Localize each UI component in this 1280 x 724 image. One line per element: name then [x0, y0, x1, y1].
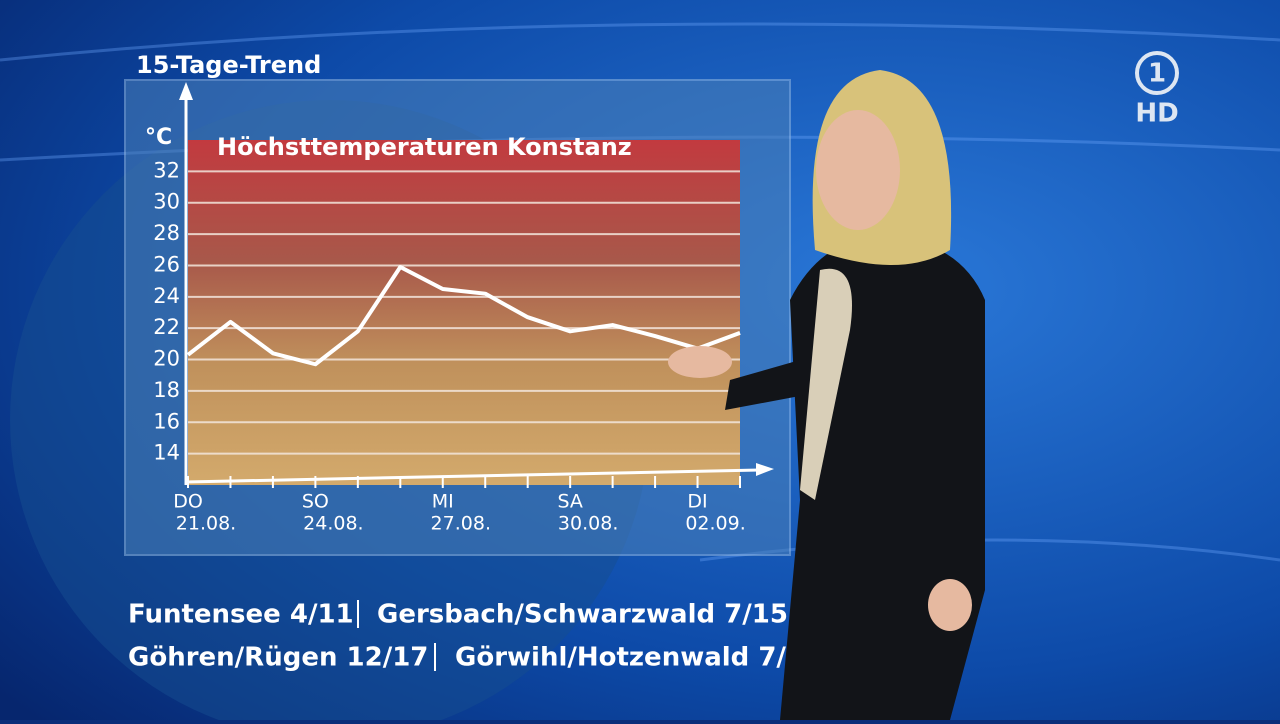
station: Funtensee 4/11: [128, 600, 354, 630]
hand: [668, 346, 732, 378]
y-tick-label: 32: [153, 158, 180, 182]
x-tick-label: 27.08.: [431, 513, 491, 535]
logo-ring: [1135, 51, 1179, 95]
y-tick-label: 24: [153, 284, 180, 308]
y-tick-label: 16: [153, 409, 180, 433]
face: [816, 110, 900, 230]
x-axis: [185, 468, 761, 484]
x-tick-weekday: SO: [302, 491, 329, 513]
y-tick-label: 14: [153, 441, 180, 465]
y-tick-label: 30: [153, 190, 180, 214]
x-tick-label: 30.08.: [558, 513, 618, 535]
y-tick-label: 22: [153, 315, 180, 339]
hand: [928, 579, 972, 631]
separator: [357, 600, 359, 628]
x-tick-weekday: SA: [557, 491, 582, 513]
y-tick-label: 20: [153, 347, 180, 371]
logo-channel: 1: [1148, 59, 1166, 89]
x-tick-label: 02.09.: [685, 513, 745, 535]
blouse: [800, 268, 852, 500]
y-axis-label: °C: [145, 125, 172, 150]
logo: 1 HD: [1135, 51, 1179, 129]
temperature-line: [186, 265, 741, 367]
y-arrow: [179, 82, 193, 100]
x-tick-label: 24.08.: [303, 513, 363, 535]
y-tick-label: 26: [153, 252, 180, 276]
plot-area: [188, 140, 740, 485]
x-tick-weekday: MI: [432, 491, 454, 513]
footer: Funtensee 4/11 Gersbach/Schwarzwald 7/15…: [128, 600, 822, 673]
arm: [725, 360, 805, 410]
x-arrow: [756, 463, 774, 476]
header: 15-Tage-Trend: [136, 51, 321, 79]
x-tick-weekday: DO: [173, 491, 203, 513]
station: Görwihl/Hotzenwald 7/14: [455, 643, 822, 673]
presenter: [668, 70, 985, 720]
logo-label: HD: [1135, 99, 1178, 129]
separator: [434, 643, 436, 671]
y-tick-label: 28: [153, 221, 180, 245]
x-tick-weekday: DI: [687, 491, 707, 513]
chart-title: Höchsttemperaturen Konstanz: [217, 133, 632, 161]
y-tick-label: 18: [153, 378, 180, 402]
station: Göhren/Rügen 12/17: [128, 643, 428, 673]
x-tick-label: 21.08.: [176, 513, 236, 535]
station: Gersbach/Schwarzwald 7/15: [377, 600, 788, 630]
